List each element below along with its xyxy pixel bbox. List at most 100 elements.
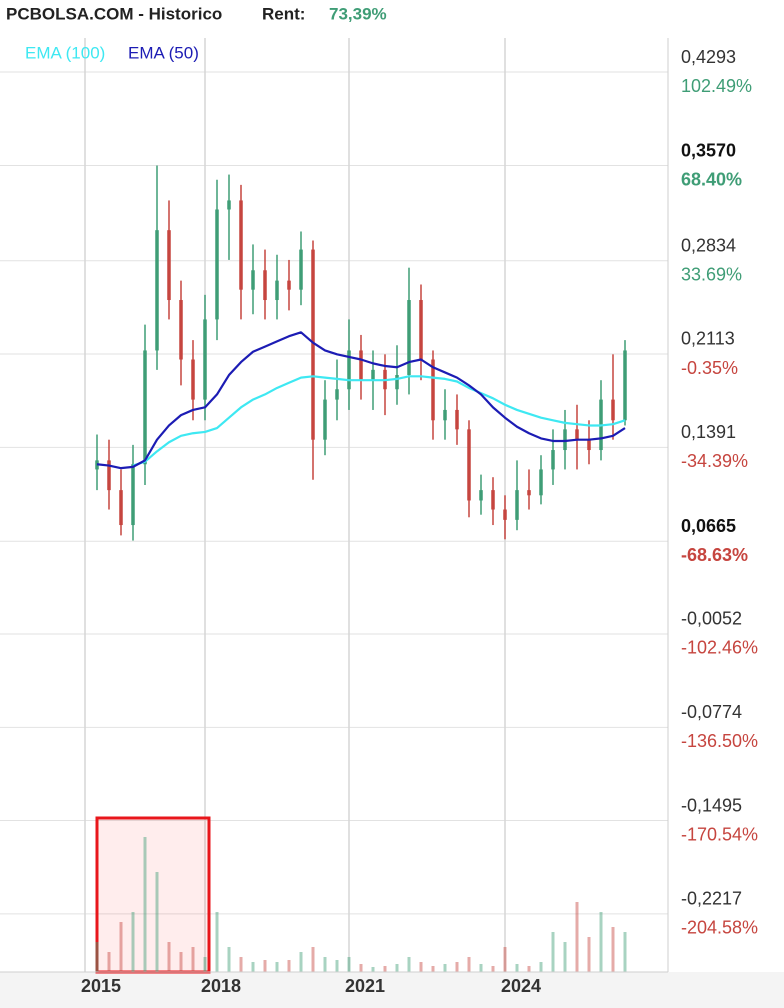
volume-bar — [335, 960, 339, 972]
y-tick-label: 0,2834 — [681, 235, 736, 255]
volume-bar — [587, 937, 591, 972]
volume-bar — [179, 952, 183, 972]
candle-body — [179, 300, 183, 360]
volume-bar — [503, 947, 507, 972]
candle-body — [311, 249, 315, 440]
volume-bar — [431, 966, 435, 972]
candle-body — [191, 359, 195, 400]
candle-body — [623, 350, 627, 421]
y-tick-label: -0,1495 — [681, 795, 742, 815]
legend-entry: EMA (50) — [128, 43, 199, 62]
candle-body — [275, 280, 279, 301]
y2-tick-label: -170.54% — [681, 824, 758, 844]
volume-bar — [287, 960, 291, 972]
candle-body — [215, 209, 219, 320]
candle-body — [539, 469, 543, 496]
volume-bar — [419, 962, 423, 972]
volume-bar — [575, 902, 579, 972]
volume-bar — [539, 962, 543, 972]
ema-line — [96, 331, 626, 470]
y-tick-label: -0,0052 — [681, 609, 742, 629]
labels: 0,4293 0,3570 0,2834 0,2113 0,1391 0,0665 -0,0… — [81, 47, 758, 996]
y-tick-label: 0,2113 — [681, 329, 735, 349]
volume-bar — [347, 957, 351, 972]
y2-tick-label: -68.63% — [681, 545, 748, 565]
candle-body — [479, 490, 483, 501]
y-tick-label: -0,2217 — [681, 889, 742, 909]
x-tick-label: 2018 — [201, 976, 241, 996]
candle-body — [527, 490, 531, 496]
y-tick-label: 0,0665 — [681, 516, 736, 536]
volume-bar — [407, 957, 411, 972]
candle-body — [503, 509, 507, 520]
y2-tick-label: 68.40% — [681, 169, 742, 189]
candle-body — [227, 200, 231, 210]
candle-body — [431, 359, 435, 421]
volume-bar — [143, 837, 147, 972]
candle-body — [167, 230, 171, 301]
y2-tick-label: -34.39% — [681, 451, 748, 471]
candle-body — [515, 490, 519, 520]
candle-body — [107, 460, 111, 491]
volume-bar — [599, 912, 603, 972]
volume-bar — [191, 947, 195, 972]
candle-body — [575, 429, 579, 440]
return-value: 73,39% — [329, 4, 387, 23]
volume-bar — [563, 942, 567, 972]
volume-bar — [239, 957, 243, 972]
candle-body — [611, 399, 615, 421]
volume-bar — [251, 962, 255, 972]
volume-bar — [299, 952, 303, 972]
y2-tick-label: -204.58% — [681, 918, 758, 938]
volume-bar — [479, 964, 483, 972]
candle-body — [419, 300, 423, 360]
legend-entry: EMA (100) — [25, 43, 105, 62]
volume-bar — [119, 922, 123, 972]
volume-bar — [275, 962, 279, 972]
volume-bar — [215, 912, 219, 972]
candle-body — [347, 350, 351, 390]
candle-body — [563, 429, 567, 451]
x-axis-band — [0, 972, 784, 1008]
x-tick-label: 2024 — [501, 976, 541, 996]
candle-body — [455, 409, 459, 430]
highlight-box — [95, 816, 211, 974]
volume-bar — [227, 947, 231, 972]
volume-bar — [203, 957, 207, 972]
candle-body — [551, 450, 555, 470]
volume-bar — [611, 927, 615, 972]
candle-body — [131, 464, 135, 526]
volume-bar — [623, 932, 627, 972]
candle-body — [443, 409, 447, 421]
candle-body — [287, 280, 291, 290]
candle-body — [251, 270, 255, 290]
volume-bar — [551, 932, 555, 972]
candle-body — [299, 249, 303, 290]
y2-tick-label: 33.69% — [681, 264, 742, 284]
volume-bar — [371, 967, 375, 972]
volume-bar — [467, 957, 471, 972]
volume-bar — [155, 872, 159, 972]
ema-line — [132, 375, 626, 467]
volume-bar — [107, 952, 111, 972]
y2-tick-label: 102.49% — [681, 76, 752, 96]
y2-tick-label: -136.50% — [681, 731, 758, 751]
y-tick-label: 0,4293 — [681, 47, 736, 67]
volume-bar — [167, 942, 171, 972]
candle-body — [371, 369, 375, 381]
ema-lines — [96, 331, 626, 470]
candle-body — [239, 200, 243, 290]
volume — [95, 837, 627, 972]
y2-tick-label: -102.46% — [681, 638, 758, 658]
candle-body — [587, 439, 591, 451]
candle-body — [407, 300, 411, 376]
candle-body — [203, 319, 207, 400]
candle-body — [359, 350, 363, 381]
chart-title: PCBOLSA.COM - Historico — [6, 4, 222, 23]
candle-body — [119, 490, 123, 526]
candle-body — [395, 375, 399, 390]
y-tick-label: 0,1391 — [681, 422, 736, 442]
x-tick-label: 2021 — [345, 976, 385, 996]
y-tick-label: -0,0774 — [681, 702, 742, 722]
